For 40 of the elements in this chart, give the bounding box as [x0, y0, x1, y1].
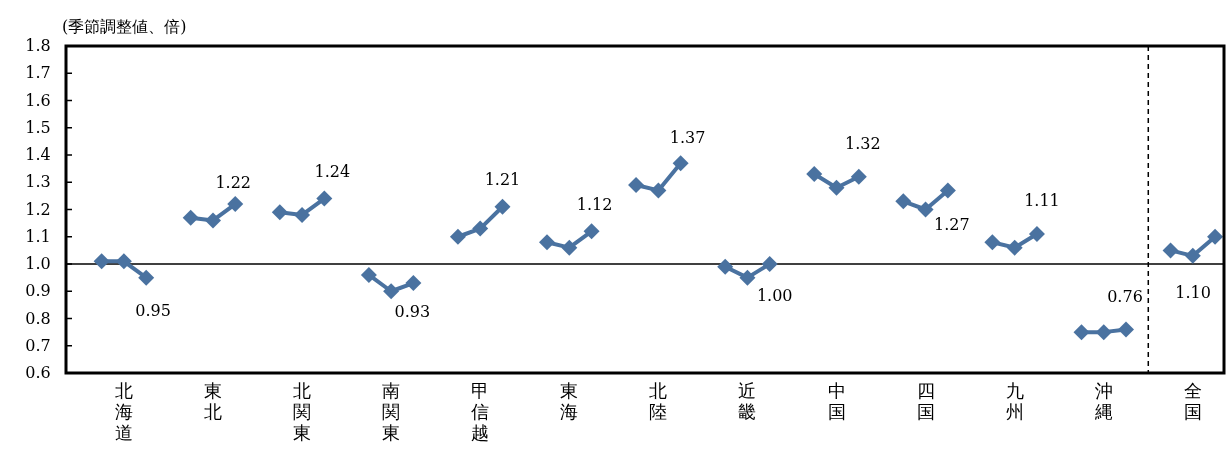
y-tick-label: 1.8 [25, 36, 51, 55]
x-tick-label: 近畿 [738, 380, 757, 422]
data-label: 1.27 [934, 215, 970, 235]
y-tick-label: 0.8 [25, 308, 51, 328]
x-tick-label: 北海道 [114, 380, 133, 443]
data-label: 0.95 [135, 300, 171, 320]
x-tick-label: 北陸 [649, 380, 668, 422]
x-tick-label: 甲信越 [471, 380, 490, 443]
y-tick-label: 1.7 [25, 63, 51, 83]
x-tick-label: 中国 [827, 380, 846, 422]
x-tick-label: 東海 [560, 380, 579, 422]
x-tick-label: 北関東 [293, 380, 312, 443]
y-tick-label: 1.6 [25, 90, 51, 110]
data-label: 1.32 [844, 133, 881, 153]
data-label: 0.93 [394, 302, 431, 322]
y-tick-label: 0.7 [25, 335, 51, 355]
y-tick-label: 1.1 [25, 226, 51, 246]
data-label: 1.37 [669, 128, 706, 148]
x-tick-label: 東北 [203, 380, 222, 422]
data-label: 0.76 [1107, 287, 1143, 307]
y-tick-label: 1.2 [25, 199, 51, 219]
y-tick-label: 0.9 [25, 281, 51, 301]
y-tick-label: 1.3 [25, 172, 51, 192]
data-label: 1.12 [576, 195, 613, 215]
x-tick-label: 南関東 [382, 380, 401, 443]
data-label: 1.11 [1024, 191, 1060, 211]
y-axis-title: (季節調整値、倍) [62, 17, 187, 36]
y-tick-label: 1.4 [25, 145, 51, 164]
y-tick-label: 1.5 [25, 117, 51, 137]
x-tick-label: 全国 [1183, 380, 1202, 422]
x-tick-label: 九州 [1005, 380, 1024, 422]
y-tick-label: 1.0 [25, 254, 51, 273]
data-label: 1.24 [314, 161, 351, 181]
data-label: 1.00 [756, 286, 793, 305]
data-label: 1.10 [1175, 282, 1211, 302]
data-label: 1.22 [215, 173, 252, 193]
x-tick-label: 沖縄 [1093, 380, 1113, 422]
data-label: 1.21 [484, 169, 521, 189]
y-tick-label: 0.6 [25, 363, 51, 382]
x-tick-label: 四国 [916, 380, 935, 422]
